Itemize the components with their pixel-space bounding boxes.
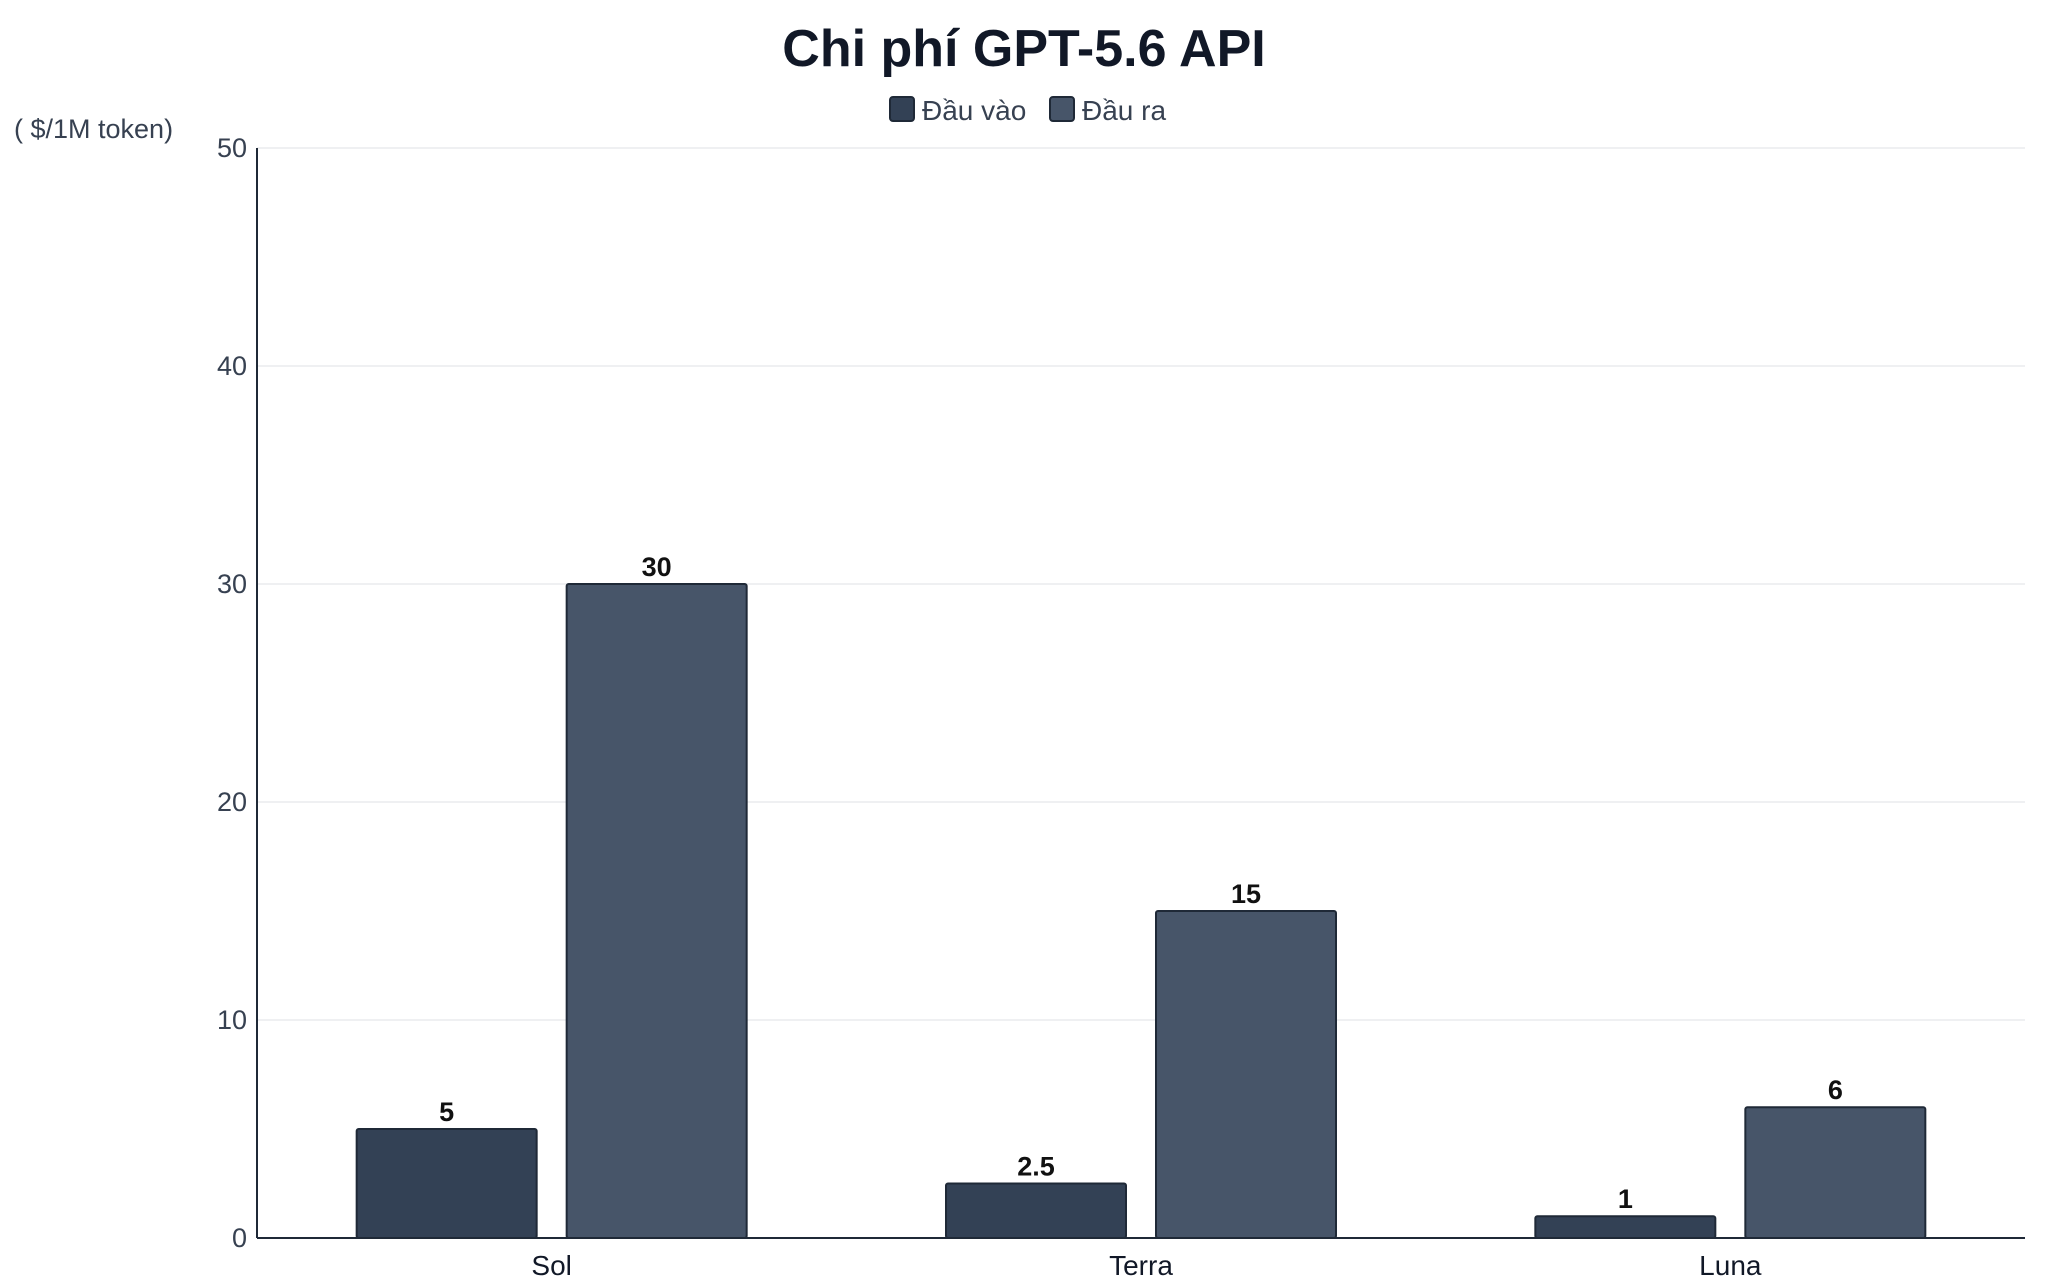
y-tick-label: 10 <box>217 1005 247 1035</box>
y-tick-label: 40 <box>217 351 247 381</box>
data-label-luna-output: 6 <box>1828 1075 1843 1105</box>
x-axis-ticks: Sol Terra Luna <box>531 1250 1761 1280</box>
y-tick-label: 30 <box>217 569 247 599</box>
data-label-sol-input: 5 <box>439 1097 454 1127</box>
data-labels: 5 30 2.5 15 1 6 <box>439 552 1843 1214</box>
legend-swatch-output <box>1049 96 1075 122</box>
bar-luna-input <box>1534 1215 1717 1239</box>
legend-label-output: Đầu ra <box>1082 95 1166 126</box>
legend-swatch-input <box>889 96 915 122</box>
legend: Đầu vào Đầu ra <box>889 95 1166 126</box>
y-axis-unit-label: ( $/1M token) <box>14 114 173 144</box>
y-tick-label: 50 <box>217 133 247 163</box>
y-tick-label: 20 <box>217 787 247 817</box>
bar-sol-output <box>565 583 748 1239</box>
y-axis-ticks: 0 10 20 30 40 50 <box>217 133 247 1253</box>
gridlines <box>257 147 2025 1021</box>
data-label-luna-input: 1 <box>1618 1184 1633 1214</box>
bar-sol-input <box>355 1128 538 1239</box>
bar-luna-output <box>1744 1106 1927 1239</box>
bar-terra-output <box>1155 910 1337 1239</box>
y-tick-label: 0 <box>232 1223 247 1253</box>
chart-title: Chi phí GPT-5.6 API <box>782 20 1265 78</box>
x-tick-label: Sol <box>531 1250 571 1280</box>
x-tick-label: Luna <box>1699 1250 1762 1280</box>
bars <box>355 583 1927 1239</box>
legend-label-input: Đầu vào <box>922 95 1026 126</box>
axes <box>256 148 2025 1239</box>
data-label-terra-output: 15 <box>1231 879 1261 909</box>
data-label-sol-output: 30 <box>642 552 672 582</box>
x-tick-label: Terra <box>1109 1250 1173 1280</box>
data-label-terra-input: 2.5 <box>1017 1152 1055 1182</box>
bar-terra-input <box>945 1182 1127 1239</box>
